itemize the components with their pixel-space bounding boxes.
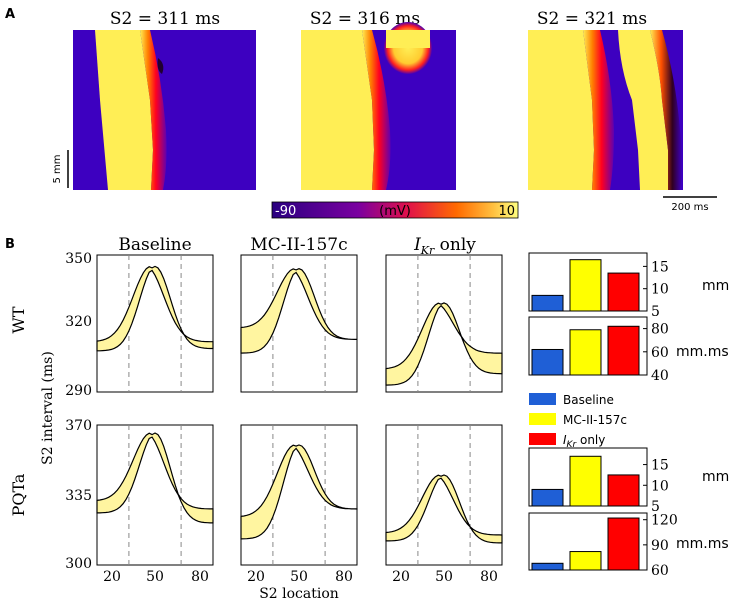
bar-chart-2: 80 60 40	[528, 316, 669, 384]
bar-ytick: 60	[651, 345, 669, 361]
window-panel-pqta-2	[240, 424, 358, 566]
xtick: 20	[247, 569, 265, 585]
colorbar-unit: (mV)	[379, 204, 411, 219]
bar-ytick: 60	[651, 563, 669, 579]
bar-mc-ii-157c	[569, 259, 602, 312]
bar-ytick: 10	[651, 478, 669, 494]
window-panel-wt-3	[385, 254, 503, 393]
legend-label-baseline: Baseline	[563, 393, 614, 407]
unit-pqta-width: mm	[702, 469, 729, 485]
pqta-ytick-335: 335	[65, 488, 92, 504]
panel-a-label: A	[5, 7, 15, 22]
colorbar	[271, 201, 519, 219]
window-panel-wt-1	[96, 254, 214, 393]
legend-swatch-ikr	[529, 433, 556, 445]
unit-wt-width: mm	[702, 278, 729, 294]
plot-frame	[96, 254, 214, 393]
pqta-ytick-370: 370	[65, 418, 92, 434]
bar-ytick: 15	[651, 259, 669, 275]
xtick: 50	[290, 569, 308, 585]
bar-ytick: 10	[651, 282, 669, 298]
bar-mc-ii-157c	[569, 455, 602, 507]
xtick: 20	[392, 569, 410, 585]
bar-ytick: 80	[651, 322, 669, 338]
bar-ytick: 90	[651, 538, 669, 554]
activation-map-2	[301, 22, 456, 190]
bar-baseline	[531, 488, 564, 507]
colorbar-min: -90	[275, 204, 296, 219]
legend-swatch-mc	[529, 413, 556, 425]
colorbar-max: 10	[498, 204, 515, 219]
scalebar-5mm-label: 5 mm	[52, 154, 63, 183]
activation-map-1	[73, 30, 256, 190]
vulnerable-window-band	[385, 302, 503, 386]
window-panel-pqta-3	[385, 424, 503, 566]
x-ticks-col2: 20 50 80	[247, 569, 353, 585]
bar-ytick: 15	[651, 458, 669, 474]
bar-ytick: 120	[651, 513, 678, 529]
legend-label-mc: MC-II-157c	[563, 413, 627, 427]
scalebar-200ms-label: 200 ms	[671, 202, 708, 213]
map-title-1: S2 = 311 ms	[110, 9, 220, 29]
xtick: 20	[103, 569, 121, 585]
window-panel-pqta-1	[96, 424, 214, 566]
vulnerable-window-band	[385, 474, 503, 544]
xtick: 80	[480, 569, 498, 585]
wt-ytick-320: 320	[65, 314, 92, 330]
unit-pqta-area: mm.ms	[676, 536, 729, 552]
vulnerable-window-band	[240, 268, 357, 354]
panel-b-label: B	[5, 237, 15, 252]
bar-i-kr-only	[607, 272, 640, 312]
y-axis-label: S2 interval (ms)	[40, 351, 56, 465]
row-label-wt: WT	[9, 306, 28, 333]
bar-baseline	[531, 348, 564, 376]
vulnerable-window-band	[240, 444, 358, 540]
bar-ytick: 5	[651, 499, 660, 515]
bar-i-kr-only	[607, 474, 640, 507]
window-panel-wt-2	[240, 254, 358, 393]
unit-wt-area: mm.ms	[676, 344, 729, 360]
bar-ytick: 40	[651, 368, 669, 384]
x-ticks-col1: 20 50 80	[103, 569, 209, 585]
legend-label-ikr: IKr only	[563, 433, 605, 450]
bar-ytick: 5	[651, 304, 660, 320]
bar-mc-ii-157c	[569, 551, 602, 571]
x-axis-label: S2 location	[259, 586, 339, 602]
x-ticks-col3: 20 50 80	[392, 569, 498, 585]
xtick: 80	[335, 569, 353, 585]
window-plots	[96, 254, 503, 566]
col-title-mc: MC-II-157c	[250, 235, 347, 255]
bar-chart-1: 15 10 5	[528, 252, 669, 320]
map-title-2: S2 = 316 ms	[310, 9, 420, 29]
pqta-ytick-300: 300	[65, 556, 92, 572]
wt-ytick-350: 350	[65, 251, 92, 267]
row-label-pqta: PQTa	[9, 473, 28, 516]
xtick: 50	[435, 569, 453, 585]
legend: Baseline MC-II-157c IKr only	[529, 393, 627, 450]
bar-baseline	[531, 294, 564, 312]
wt-ytick-290: 290	[65, 383, 92, 399]
bar-i-kr-only	[607, 517, 640, 571]
xtick: 80	[191, 569, 209, 585]
vulnerable-window-band	[96, 432, 214, 524]
plot-frame	[385, 424, 503, 566]
vulnerable-window-band	[96, 265, 214, 352]
bar-chart-4: 120 90 60	[528, 512, 678, 579]
col-title-baseline: Baseline	[118, 235, 191, 255]
activation-map-3	[528, 30, 683, 190]
bar-baseline	[531, 562, 564, 571]
xtick: 50	[146, 569, 164, 585]
map-title-3: S2 = 321 ms	[537, 9, 647, 29]
bar-mc-ii-157c	[569, 329, 602, 376]
col-title-ikr: IKr only	[413, 235, 476, 257]
legend-swatch-baseline	[529, 393, 556, 405]
bar-chart-3: 15 10 5	[528, 447, 669, 515]
bar-i-kr-only	[607, 325, 640, 376]
